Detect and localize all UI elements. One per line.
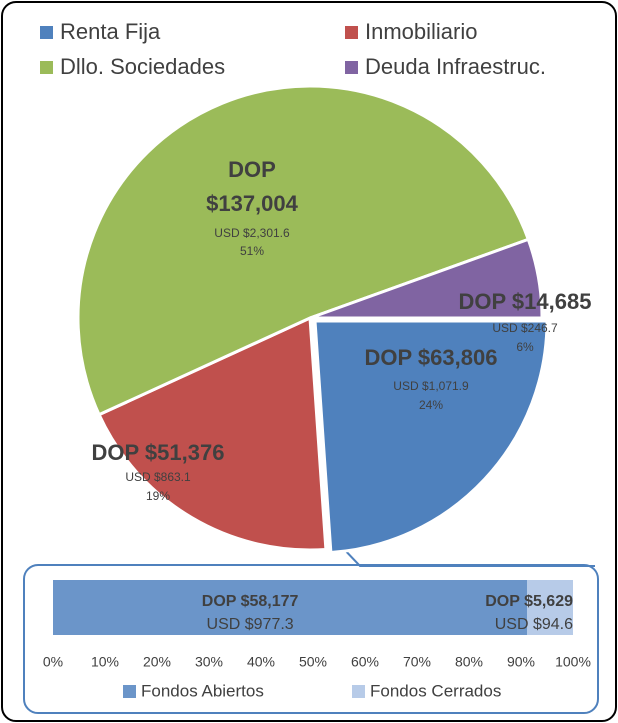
slice-usd-label: USD $1,071.9 <box>393 379 469 393</box>
x-tick-label: 40% <box>247 654 275 670</box>
x-tick-label: 30% <box>195 654 223 670</box>
legend-swatch <box>345 61 358 74</box>
slice-percent-label: 51% <box>239 244 265 258</box>
x-tick-label: 90% <box>507 654 535 670</box>
slice-usd-label: USD $246.7 <box>492 321 558 335</box>
slice-value-label: DOP $63,806 <box>364 345 498 370</box>
bar-dop-label: DOP $58,177 <box>202 593 299 610</box>
legend-label: Renta Fija <box>60 19 161 44</box>
x-tick-label: 0% <box>43 654 63 670</box>
x-tick-label: 50% <box>299 654 327 670</box>
x-tick-label: 10% <box>91 654 119 670</box>
legend-label: Fondos Abiertos <box>141 681 264 700</box>
slice-usd-label: USD $863.1 <box>125 470 191 484</box>
slice-percent-label: 19% <box>145 489 171 503</box>
pie-slice <box>309 237 544 320</box>
slice-percent-label: 6% <box>516 340 534 354</box>
bar-usd-label: USD $977.3 <box>207 616 294 633</box>
slice-percent-label: 24% <box>418 398 444 412</box>
bar-dop-label: DOP $5,629 <box>485 593 573 610</box>
x-tick-label: 70% <box>403 654 431 670</box>
slice-usd-label: USD $2,301.6 <box>214 226 290 240</box>
bar-usd-label: USD $94.6 <box>495 616 573 633</box>
legend-swatch <box>352 685 365 698</box>
pie-slice <box>76 84 531 417</box>
bar-segment <box>527 580 573 635</box>
legend-label: Fondos Cerrados <box>370 681 501 700</box>
slice-value-label: DOP $14,685 <box>458 289 592 314</box>
x-tick-label: 80% <box>455 654 483 670</box>
bar-segment <box>53 580 528 635</box>
legend-swatch <box>40 26 53 39</box>
legend-swatch <box>40 61 53 74</box>
pie-slice <box>313 319 549 555</box>
legend-swatch <box>123 685 136 698</box>
x-tick-label: 60% <box>351 654 379 670</box>
legend-label: Inmobiliario <box>365 19 478 44</box>
slice-value-label: DOP $51,376 <box>91 440 225 465</box>
x-tick-label: 20% <box>143 654 171 670</box>
slice-value-label: DOP $137,004 <box>206 157 298 216</box>
legend-label: Deuda Infraestruc. <box>365 54 546 79</box>
legend-label: Dllo. Sociedades <box>60 54 225 79</box>
legend-swatch <box>345 26 358 39</box>
pie-slice <box>97 315 328 552</box>
x-tick-label: 100% <box>555 654 591 670</box>
